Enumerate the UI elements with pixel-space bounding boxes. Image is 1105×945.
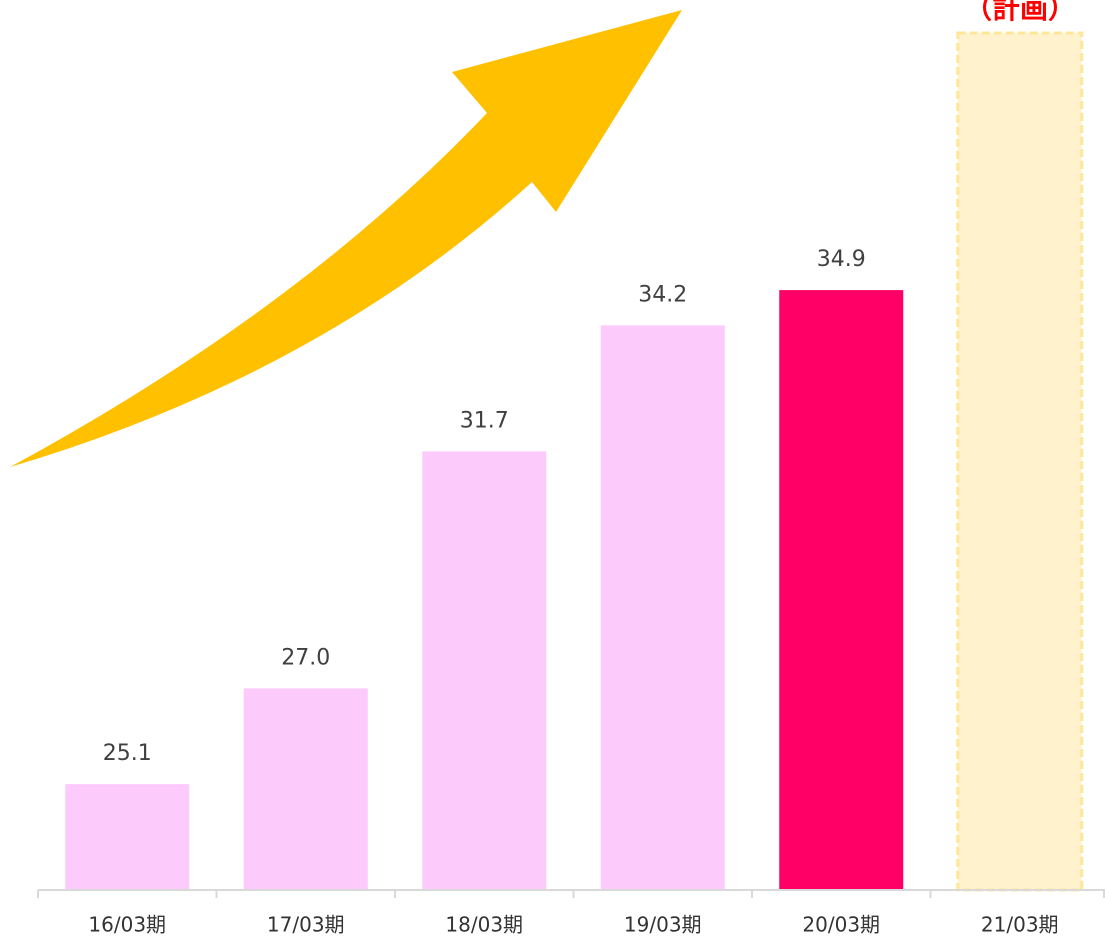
x-tick-label: 16/03期	[88, 913, 166, 937]
value-label: 27.0	[281, 645, 330, 670]
x-tick-label: 19/03期	[624, 913, 702, 937]
bar	[422, 451, 547, 890]
bar	[779, 290, 904, 891]
growth-arrow	[10, 10, 682, 467]
value-label: 31.7	[460, 408, 509, 433]
x-tick-label: 18/03期	[445, 913, 523, 937]
bar	[600, 325, 725, 890]
value-label: 34.2	[638, 282, 687, 307]
x-tick-label: 20/03期	[802, 913, 880, 937]
x-tick-label: 17/03期	[267, 913, 345, 937]
bar	[65, 784, 190, 890]
bar	[243, 688, 368, 890]
value-label: 25.1	[103, 741, 152, 766]
plan-annotation: （計画）	[964, 0, 1076, 25]
x-tick-label: 21/03期	[981, 913, 1059, 937]
bar	[956, 31, 1084, 892]
value-label: 34.9	[817, 247, 866, 272]
